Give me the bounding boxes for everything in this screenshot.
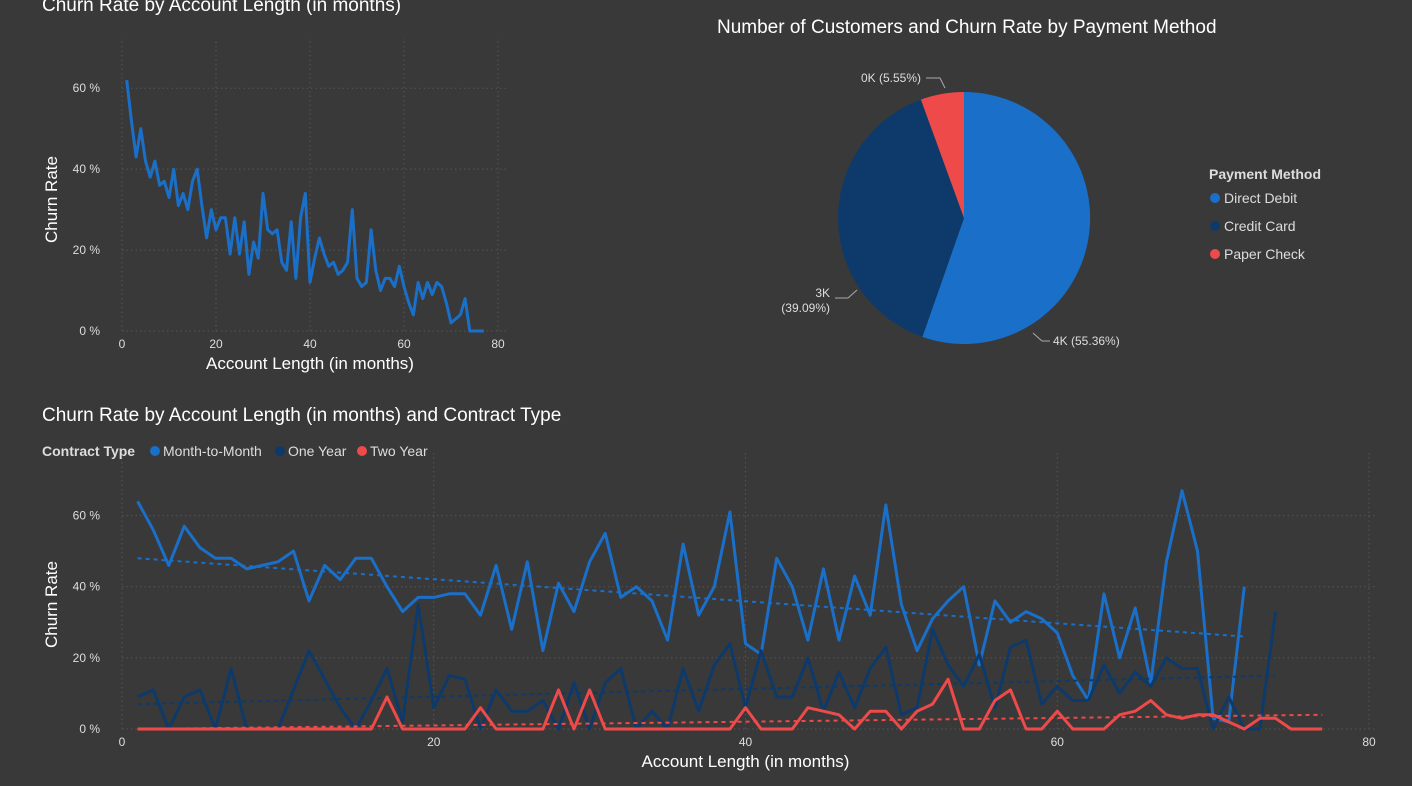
chart3-x-axis-title: Account Length (in months): [642, 752, 850, 771]
legend-label-one-year: One Year: [288, 443, 347, 459]
chart1-y-tick-label: 60 %: [73, 81, 101, 95]
chart1-x-tick-label: 0: [119, 337, 126, 351]
pie-legend-label-paper-check: Paper Check: [1224, 246, 1306, 262]
pie-leader-credit-card: [835, 289, 858, 299]
chart3-x-tick-label: 0: [119, 735, 126, 749]
chart3-x-tick-label: 40: [739, 735, 753, 749]
chart1-y-tick-label: 0 %: [79, 324, 100, 338]
chart3-trend-line-month-to-month: [137, 557, 1245, 638]
chart1-x-tick-label: 20: [209, 337, 223, 351]
chart1-x-tick-label: 40: [303, 337, 317, 351]
chart1-y-axis-title: Churn Rate: [42, 156, 61, 243]
chart3-y-tick-label: 60 %: [73, 509, 101, 523]
pie-label-credit-card-value: 3K: [815, 286, 830, 300]
pie-legend-title: Payment Method: [1209, 166, 1321, 182]
pie-chart-title: Number of Customers and Churn Rate by Pa…: [717, 17, 1217, 38]
pie-legend-label-direct-debit: Direct Debit: [1224, 190, 1297, 206]
chart1-y-tick-label: 40 %: [73, 162, 101, 176]
legend-label-two-year: Two Year: [370, 443, 428, 459]
chart1-series-line-series: [125, 79, 484, 333]
pie-legend-marker-credit-card: [1210, 221, 1220, 231]
chart1-x-tick-label: 80: [491, 337, 505, 351]
chart1-y-tick-label: 20 %: [73, 243, 101, 257]
chart3-y-tick-label: 40 %: [73, 580, 101, 594]
legend-label-month-to-month: Month-to-Month: [163, 443, 262, 459]
pie-leader-paper-check: [926, 77, 946, 89]
chart3-y-axis-title: Churn Rate: [42, 561, 61, 648]
pie-slice-credit-card: [838, 99, 964, 337]
chart3-y-tick-label: 0 %: [79, 722, 100, 736]
legend-marker-two-year: [357, 446, 367, 456]
pie-legend-label-credit-card: Credit Card: [1224, 218, 1296, 234]
chart3-series-line-month-to-month: [136, 489, 1246, 724]
pie-slice-direct-debit: [922, 91, 1091, 344]
legend-marker-month-to-month: [150, 446, 160, 456]
line-chart-title: Churn Rate by Account Length (in months): [42, 0, 402, 16]
pie-slice-paper-check: [920, 92, 964, 218]
chart1-x-axis-title: Account Length (in months): [206, 354, 414, 373]
chart3-trend-line-two-year: [137, 713, 1323, 730]
pie-label-paper-check: 0K (5.55%): [861, 71, 921, 85]
legend-marker-one-year: [275, 446, 285, 456]
chart3-x-tick-label: 20: [427, 735, 441, 749]
chart3-series-line-two-year: [137, 677, 1323, 731]
chart3-x-tick-label: 60: [1051, 735, 1065, 749]
chart1-x-tick-label: 60: [397, 337, 411, 351]
chart3-y-tick-label: 20 %: [73, 651, 101, 665]
pie-label-credit-card-percent: (39.09%): [781, 301, 830, 315]
chart3-x-tick-label: 80: [1362, 735, 1376, 749]
contract-chart-title: Churn Rate by Account Length (in months)…: [42, 405, 562, 426]
pie-leader-direct-debit: [1032, 332, 1050, 342]
contract-legend-title: Contract Type: [42, 443, 135, 459]
pie-legend-marker-direct-debit: [1210, 193, 1220, 203]
pie-label-direct-debit: 4K (55.36%): [1053, 334, 1120, 348]
chart3-series-line-one-year: [136, 603, 1277, 731]
pie-legend-marker-paper-check: [1210, 249, 1220, 259]
